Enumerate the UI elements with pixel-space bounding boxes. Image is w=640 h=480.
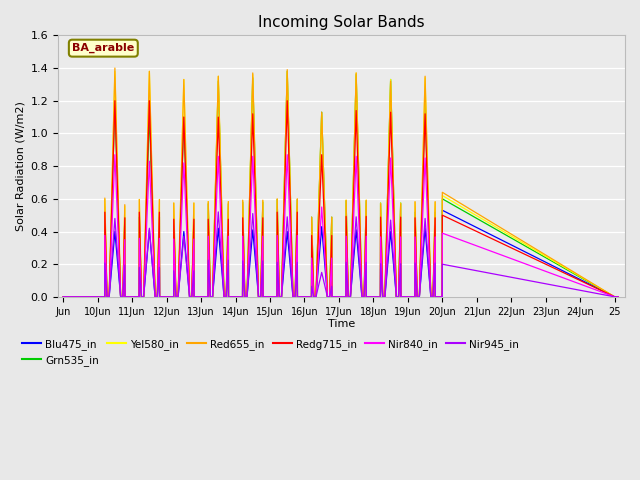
Text: BA_arable: BA_arable bbox=[72, 43, 134, 53]
Title: Incoming Solar Bands: Incoming Solar Bands bbox=[258, 15, 425, 30]
Legend: Blu475_in, Grn535_in, Yel580_in, Red655_in, Redg715_in, Nir840_in, Nir945_in: Blu475_in, Grn535_in, Yel580_in, Red655_… bbox=[18, 335, 523, 370]
Y-axis label: Solar Radiation (W/m2): Solar Radiation (W/m2) bbox=[15, 101, 25, 231]
X-axis label: Time: Time bbox=[328, 319, 355, 329]
